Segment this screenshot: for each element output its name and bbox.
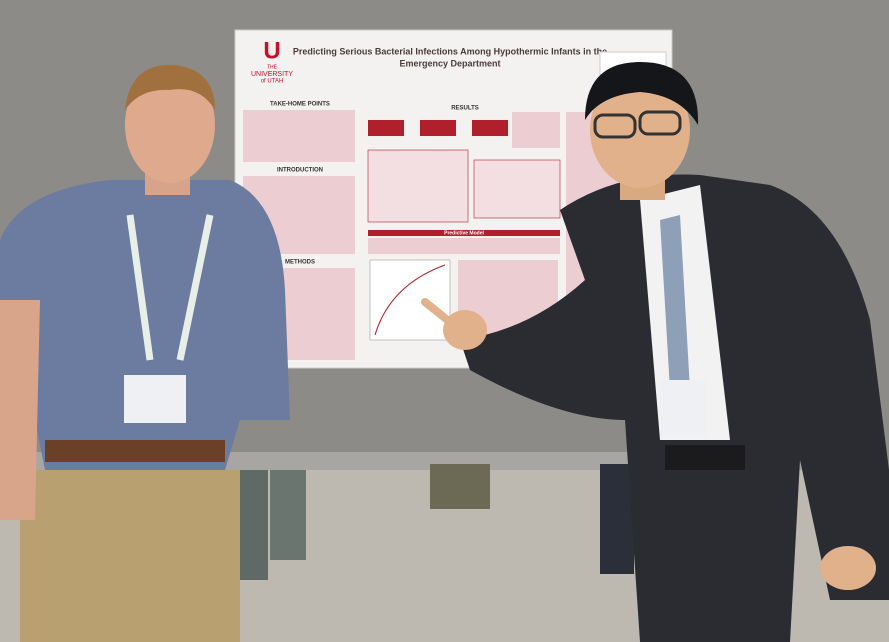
- section-heading: INTRODUCTION: [277, 168, 323, 174]
- hair: [585, 62, 699, 125]
- badge: [660, 380, 706, 436]
- background-person: [430, 464, 490, 509]
- text-box: [368, 238, 560, 254]
- hand: [820, 546, 876, 590]
- background-person: [240, 470, 268, 580]
- section-heading: RESULTS: [451, 106, 479, 112]
- arm: [0, 300, 40, 520]
- hair: [125, 64, 215, 110]
- tie: [660, 215, 690, 390]
- face: [125, 67, 215, 183]
- logo-text: of UTAH: [261, 79, 284, 85]
- poster-title: Emergency Department: [399, 58, 500, 68]
- text-box: [243, 110, 355, 162]
- pointing-hand: [443, 310, 487, 350]
- glasses: [593, 113, 637, 139]
- logo-letter: U: [263, 37, 280, 64]
- logo-text: THE: [267, 64, 278, 70]
- poster-title: Predicting Serious Bacterial Infections …: [293, 46, 607, 56]
- roc-plot: [369, 259, 451, 341]
- section-bar: [368, 230, 560, 236]
- logo-text: UNIVERSITY: [251, 71, 293, 78]
- badge: [124, 375, 186, 423]
- pointing-finger: [421, 298, 454, 326]
- lanyard: [126, 214, 214, 361]
- table: [367, 149, 469, 223]
- section-heading: METHODS: [285, 260, 315, 266]
- flow-box: [368, 120, 404, 136]
- flow-box: [420, 120, 456, 136]
- section-heading: Predictive Model: [444, 230, 484, 236]
- flow-box: [472, 120, 508, 136]
- roc-curve: [374, 264, 446, 336]
- glasses: [638, 110, 682, 136]
- belt: [665, 445, 745, 470]
- belt: [45, 440, 225, 462]
- background-person: [600, 464, 634, 574]
- khaki-pants: [20, 470, 240, 642]
- text-box: [512, 112, 560, 148]
- section-heading: TAKE-HOME POINTS: [270, 102, 330, 108]
- background-person: [270, 470, 306, 560]
- table: [473, 159, 561, 219]
